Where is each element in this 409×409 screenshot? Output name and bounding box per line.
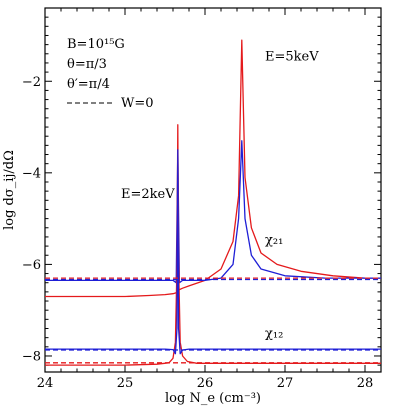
series-line-4	[45, 149, 381, 355]
legend: B=10¹⁵G θ=π/3 θ′=π/4 W=0	[67, 37, 154, 111]
annotation-2: E=2keV	[121, 187, 175, 202]
series-line-1	[45, 39, 381, 298]
x-tick-label: 24	[37, 376, 54, 391]
x-tick-label: 25	[117, 376, 134, 391]
annotations: E=5keV E=2keV χ₂₁ χ₁₂	[121, 50, 319, 342]
x-tick-label: 27	[277, 376, 294, 391]
x-axis-label: log N_e (cm⁻³)	[165, 391, 261, 406]
legend-dashed-label: W=0	[121, 96, 154, 111]
series-line-2	[45, 140, 381, 284]
x-tick-label: 26	[197, 376, 214, 391]
legend-line-1: B=10¹⁵G	[67, 37, 125, 52]
x-tick-label: 28	[357, 376, 374, 391]
legend-line-2: θ=π/3	[67, 57, 107, 72]
y-tick-label: −2	[22, 75, 41, 90]
plot-frame	[44, 7, 382, 373]
y-tick-label: −4	[22, 166, 41, 181]
series-group	[45, 39, 381, 366]
annotation-4: χ₁₂	[265, 327, 283, 342]
tick-labels: 24 25 26 27 28 −8 −6 −4 −2	[22, 75, 373, 391]
annotation-1: E=5keV	[265, 50, 319, 65]
annotation-3: χ₂₁	[265, 233, 283, 248]
legend-line-3: θ′=π/4	[67, 77, 110, 92]
y-axis-label: log dσ_ij/dΩ	[2, 150, 17, 230]
y-tick-label: −8	[22, 349, 41, 364]
series-line-3	[45, 124, 381, 366]
y-tick-label: −6	[22, 258, 41, 273]
ticks	[44, 7, 382, 372]
